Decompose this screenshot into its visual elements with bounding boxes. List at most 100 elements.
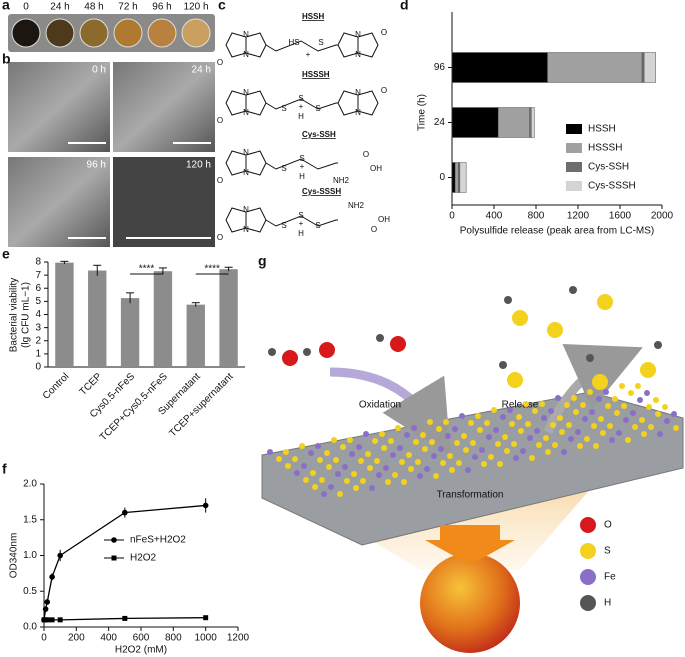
atom-ball: [513, 455, 519, 461]
atom: H: [298, 229, 304, 238]
atom: O: [371, 225, 377, 234]
molecule-ball: [569, 286, 577, 294]
atom-ball: [328, 484, 334, 490]
atom: +: [300, 162, 305, 171]
atom-ball: [415, 459, 421, 465]
atom-ball: [315, 443, 321, 449]
well-label: 120 h: [183, 2, 208, 13]
transformation-arrow: [425, 525, 515, 565]
atom-ball: [331, 437, 337, 443]
atom-ball: [424, 466, 430, 472]
bar-segment: [451, 107, 499, 138]
bar-segment: [459, 162, 467, 193]
atom-ball: [580, 402, 586, 408]
molecule-name: Cys-SSSH: [302, 187, 341, 196]
atom-ball: [596, 396, 602, 402]
legend-label: Cys-SSH: [588, 162, 629, 173]
bar: [219, 269, 238, 367]
atom-ball: [463, 447, 469, 453]
atom-ball: [539, 401, 545, 407]
atom-ball: [411, 425, 417, 431]
scheme-label: Transformation: [437, 490, 504, 501]
y-tick-label: 4: [35, 309, 41, 320]
atom-ball: [584, 436, 590, 442]
well: [45, 18, 75, 48]
y-axis-label: Time (h): [417, 94, 428, 131]
atom-ball: [335, 471, 341, 477]
atom-ball: [614, 410, 620, 416]
atom-ball: [292, 456, 298, 462]
bond-chain: [265, 215, 338, 227]
x-tick-label: 1200: [227, 633, 250, 644]
atom-ball: [664, 418, 670, 424]
atom: N: [355, 108, 361, 117]
x-tick-label: TCEP+supernatant: [167, 371, 235, 439]
atom-ball: [376, 472, 382, 478]
atom-ball: [356, 444, 362, 450]
atom-ball: [550, 422, 556, 428]
atom-ball: [299, 443, 305, 449]
series-line: [43, 504, 206, 620]
atom-ball: [525, 421, 531, 427]
scheme-label: Release: [502, 400, 539, 411]
atom-ball: [534, 428, 540, 434]
y-tick-label: 1.0: [23, 550, 37, 561]
sem-label: 0 h: [92, 65, 106, 76]
atom-ball: [385, 479, 391, 485]
atom-ball: [395, 425, 401, 431]
y-tick-label: 0.5: [23, 586, 37, 597]
atom: S: [281, 221, 286, 230]
y-axis-label: (lg CFU mL−1): [21, 282, 32, 348]
atom: N: [243, 108, 249, 117]
atom-ball: [283, 449, 289, 455]
atom: S: [315, 104, 320, 113]
atom-ball: [399, 459, 405, 465]
bond-chain: [265, 40, 338, 52]
marker: [203, 615, 209, 621]
atom-ball: [644, 390, 650, 396]
atom-ball: [301, 463, 307, 469]
molecule-ball: [507, 372, 523, 388]
sem-label: 120 h: [186, 160, 211, 171]
y-tick-label: 0: [35, 362, 41, 373]
legend-ball: [580, 543, 596, 559]
atom-ball: [655, 411, 661, 417]
x-tick-label: 600: [133, 633, 150, 644]
legend-swatch: [566, 143, 582, 153]
atom-ball: [333, 457, 339, 463]
atom-ball: [433, 473, 439, 479]
atom-ball: [420, 432, 426, 438]
atom-ball: [486, 434, 492, 440]
atom-ball: [422, 446, 428, 452]
atom-ball: [321, 491, 327, 497]
atom-ball: [470, 440, 476, 446]
atom-ball: [374, 458, 380, 464]
atom-ball: [401, 479, 407, 485]
legend-swatch: [566, 181, 582, 191]
atom-ball: [491, 407, 497, 413]
ring: [225, 150, 267, 176]
atom-ball: [509, 421, 515, 427]
atom-ball: [493, 427, 499, 433]
legend-ball: [580, 517, 596, 533]
x-tick-label: 200: [68, 633, 85, 644]
atom-ball: [500, 414, 506, 420]
well-label: 0: [23, 2, 29, 13]
marker: [122, 615, 128, 621]
x-tick-label: 0: [41, 633, 47, 644]
bar: [55, 262, 74, 367]
sem-label: 96 h: [87, 160, 106, 171]
y-tick-label: 3: [35, 322, 41, 333]
marker: [202, 502, 209, 509]
atom: N: [243, 88, 249, 97]
atom-ball: [564, 402, 570, 408]
well: [181, 18, 211, 48]
atom-ball: [520, 448, 526, 454]
atom-ball: [461, 433, 467, 439]
atom-ball: [440, 460, 446, 466]
atom-ball: [383, 465, 389, 471]
atom-ball: [337, 491, 343, 497]
molecule-ball: [499, 361, 507, 369]
molecule-ball: [547, 322, 563, 338]
